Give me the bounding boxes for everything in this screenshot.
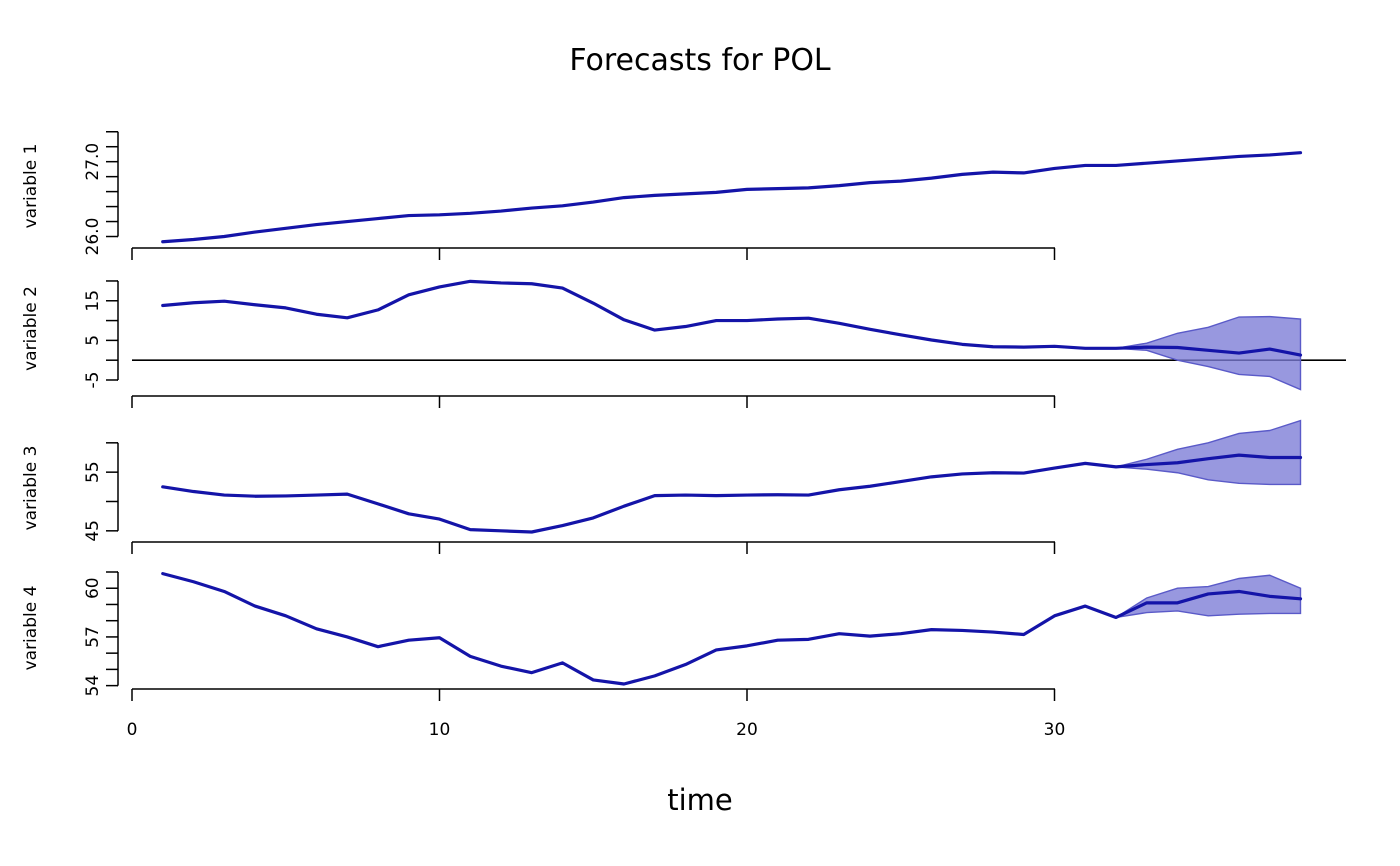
y-tick-label: 54 (83, 675, 103, 697)
panel-2: -5 5 15 variable 2 (21, 279, 1346, 408)
forecast-interval-band (1115, 315, 1302, 391)
series-line (161, 151, 1303, 244)
panel-3: 45 55 variable 3 (21, 419, 1303, 554)
y-tick-label: 57 (83, 626, 103, 648)
series-line (161, 453, 1303, 534)
y-tick-label: 45 (83, 520, 103, 542)
x-tick-label: 10 (429, 720, 451, 740)
panel-1: 26.0 27.0 variable 1 (21, 130, 1303, 260)
x-tick-label: 30 (1044, 720, 1066, 740)
x-axis-title: time (667, 783, 733, 817)
y-tick-label: 26.0 (83, 218, 103, 256)
y-tick-label: 27.0 (83, 143, 103, 181)
y-axis-title: variable 3 (21, 446, 41, 531)
forecast-interval-band (1115, 419, 1302, 486)
y-tick-label: 60 (83, 577, 103, 599)
forecast-interval-band (1115, 574, 1302, 619)
y-axis-title: variable 4 (21, 586, 41, 671)
y-tick-label: 55 (83, 461, 103, 483)
y-tick-label: -5 (83, 372, 103, 389)
series-line (161, 572, 1303, 686)
y-axis-title: variable 1 (21, 144, 41, 229)
series-line (161, 279, 1303, 357)
x-tick-label: 20 (736, 720, 758, 740)
y-tick-label: 15 (83, 290, 103, 312)
panel-4: 54 57 60 variable 4 0 10 20 30 (21, 571, 1303, 740)
chart-title: Forecasts for POL (569, 43, 831, 78)
x-tick-label: 0 (127, 720, 138, 740)
panels: 26.0 27.0 variable 1 -5 5 15 variable 2 45 55 var… (21, 130, 1346, 740)
y-axis-title: variable 2 (21, 286, 41, 371)
y-tick-label: 5 (83, 335, 103, 346)
